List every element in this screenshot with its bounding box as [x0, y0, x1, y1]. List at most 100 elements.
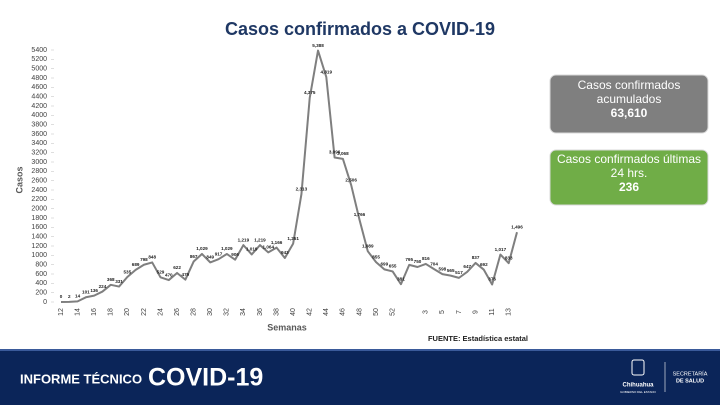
x-tick-label: 30: [207, 308, 214, 316]
y-tick-label: 400: [35, 280, 47, 287]
x-tick-label: 11: [489, 308, 496, 315]
y-tick-label: 2600: [31, 178, 47, 185]
data-label: 1,029: [196, 246, 208, 251]
data-label: 1,166: [271, 240, 283, 245]
x-tick-label: 50: [373, 308, 380, 316]
x-tick-label: 46: [340, 308, 347, 316]
data-label: 833: [505, 255, 513, 260]
data-line: [60, 49, 518, 303]
x-tick-label: 40: [290, 308, 297, 316]
footer-topic: COVID-19: [148, 364, 263, 392]
y-tick-label: 2200: [31, 196, 47, 203]
data-label: 943: [281, 250, 289, 255]
y-tick-label: 5000: [31, 66, 47, 73]
data-label: 622: [173, 265, 181, 270]
y-tick-label: 3800: [31, 122, 47, 129]
data-label: 917: [215, 251, 223, 256]
panel-label: Casos confirmados acumulados: [577, 78, 681, 106]
x-tick-label: 32: [224, 308, 231, 316]
data-label: 692: [480, 262, 488, 267]
panel: Casos confirmados últimas 24 hrs. 236: [554, 152, 704, 194]
y-tick-label: 1400: [31, 234, 47, 241]
data-label: 368: [107, 277, 115, 282]
data-label: 101: [82, 290, 90, 295]
y-tick-label: 0: [43, 299, 47, 306]
data-label: 848: [148, 255, 156, 260]
data-label: 0: [60, 294, 63, 299]
logo-state: Chihuahua: [623, 383, 655, 389]
x-tick-label: 44: [323, 308, 330, 316]
x-tick-label: 36: [257, 308, 264, 316]
y-tick-label: 800: [35, 262, 47, 269]
data-label: 2: [68, 294, 71, 299]
x-tick-label: 24: [157, 308, 164, 316]
data-label: 1,496: [511, 224, 523, 229]
data-label: 1,219: [238, 237, 250, 242]
data-label: 565: [447, 268, 455, 273]
data-label: 2,506: [345, 177, 357, 182]
panel-value: 63,610: [610, 106, 648, 120]
logo-shield: [631, 359, 645, 376]
x-tick-label: 38: [273, 308, 280, 316]
logo-ministry: SECRETARÍA: [673, 370, 708, 377]
panel-box: [549, 149, 709, 206]
y-tick-label: 1800: [31, 215, 47, 222]
data-label: 1,089: [362, 243, 374, 248]
x-tick-label: 48: [356, 308, 363, 316]
data-label: 598: [439, 266, 447, 271]
x-tick-label: 3: [423, 310, 430, 314]
data-label: 837: [472, 255, 480, 260]
y-tick-label: 2400: [31, 187, 47, 194]
panel-content: Casos confirmados últimas 24 hrs. 236: [554, 152, 704, 194]
data-label: 1,251: [287, 236, 299, 241]
y-tick-label: 4800: [31, 75, 47, 82]
y-tick-label: 3600: [31, 131, 47, 138]
panel-label: Casos confirmados últimas 24 hrs.: [556, 152, 702, 180]
panel-value: 236: [618, 180, 640, 194]
data-label: 867: [190, 254, 198, 259]
x-tick-label: 5: [439, 310, 446, 314]
x-tick-label: 14: [74, 308, 81, 316]
data-label: 795: [405, 257, 413, 262]
data-label: 1,017: [495, 247, 507, 252]
data-label: 699: [381, 262, 389, 267]
data-label: 5,388: [312, 43, 324, 48]
data-label: 3,096: [329, 150, 341, 155]
data-label: 906: [231, 252, 239, 257]
y-tick-label: 4000: [31, 112, 47, 119]
data-label: 381: [397, 276, 405, 281]
data-label: 2,313: [296, 186, 308, 191]
data-label: 529: [157, 270, 165, 275]
data-label: 479: [182, 272, 190, 277]
x-tick-label: 26: [174, 308, 181, 316]
y-tick-label: 5200: [31, 56, 47, 63]
logo-ministry: DE SALUD: [676, 378, 704, 384]
data-label: 376: [488, 277, 496, 282]
y-tick-label: 4200: [31, 103, 47, 110]
x-tick-label: 9: [472, 310, 479, 314]
data-label: 704: [430, 261, 438, 266]
data-label: 14: [75, 294, 81, 299]
x-tick-label: 42: [307, 308, 314, 316]
y-tick-label: 3200: [31, 150, 47, 157]
data-label: 750: [414, 259, 422, 264]
footer-report: INFORME TÉCNICO: [20, 371, 142, 386]
data-label: 647: [463, 264, 471, 269]
data-label: 4,375: [304, 90, 316, 95]
chart-title: Casos confirmados a COVID-19: [225, 19, 495, 39]
x-tick-label: 7: [456, 310, 463, 314]
y-tick-label: 3400: [31, 140, 47, 147]
x-tick-label: 34: [240, 308, 247, 316]
x-tick-label: 20: [124, 308, 131, 316]
data-label: 331: [115, 279, 123, 284]
y-tick-label: 1200: [31, 243, 47, 250]
footer-band: [0, 349, 720, 405]
panel-content: Casos confirmados acumulados 63,610: [554, 78, 704, 120]
y-axis-label: Casos: [14, 166, 24, 193]
data-label: 470: [165, 272, 173, 277]
data-label: 224: [99, 284, 107, 289]
x-tick-label: 18: [108, 308, 115, 316]
data-label: 655: [389, 264, 397, 269]
data-label: 1,029: [221, 246, 233, 251]
